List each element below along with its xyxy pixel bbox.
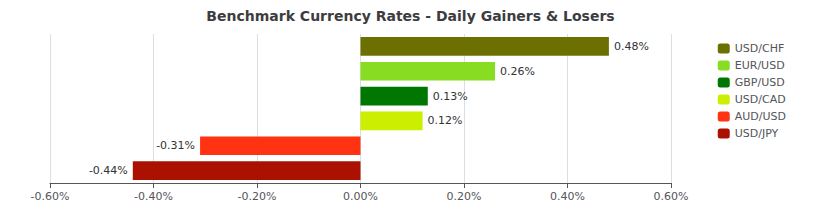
svg-text:-0.20%: -0.20%	[238, 190, 277, 203]
svg-text:USD/CAD: USD/CAD	[735, 93, 786, 106]
svg-text:0.48%: 0.48%	[614, 40, 649, 53]
svg-text:0.26%: 0.26%	[500, 65, 535, 78]
svg-text:-0.44%: -0.44%	[89, 164, 128, 177]
svg-text:EUR/USD: EUR/USD	[735, 59, 785, 72]
svg-text:0.12%: 0.12%	[428, 114, 463, 127]
svg-text:-0.60%: -0.60%	[31, 190, 70, 203]
svg-text:0.20%: 0.20%	[447, 190, 482, 203]
svg-text:0.13%: 0.13%	[433, 90, 468, 103]
svg-text:USD/CHF: USD/CHF	[735, 42, 785, 55]
svg-text:GBP/USD: GBP/USD	[735, 76, 785, 89]
svg-text:0.40%: 0.40%	[550, 190, 585, 203]
svg-text:-0.31%: -0.31%	[156, 139, 195, 152]
svg-text:0.00%: 0.00%	[343, 190, 378, 203]
svg-text:0.60%: 0.60%	[654, 190, 689, 203]
svg-text:-0.40%: -0.40%	[134, 190, 173, 203]
svg-text:AUD/USD: AUD/USD	[735, 110, 786, 123]
svg-text:Benchmark Currency Rates - Dai: Benchmark Currency Rates - Daily Gainers…	[206, 8, 614, 24]
svg-text:USD/JPY: USD/JPY	[735, 127, 779, 140]
